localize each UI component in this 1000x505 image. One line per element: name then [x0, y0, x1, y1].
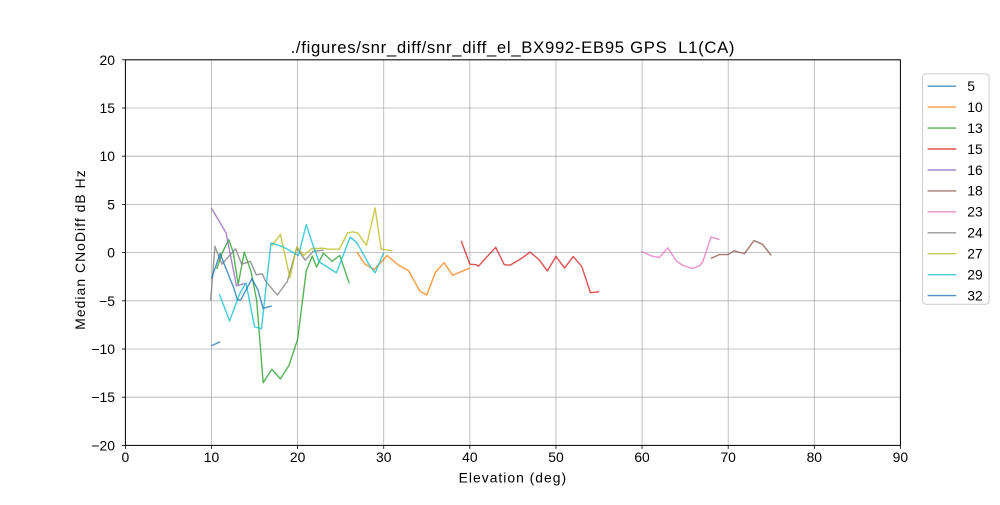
- svg-text:5: 5: [967, 78, 975, 94]
- svg-text:20: 20: [290, 449, 306, 465]
- svg-text:−10: −10: [91, 341, 115, 357]
- svg-text:80: 80: [807, 449, 823, 465]
- svg-text:16: 16: [967, 162, 983, 178]
- svg-text:0: 0: [122, 449, 130, 465]
- svg-text:60: 60: [634, 449, 650, 465]
- svg-text:90: 90: [893, 449, 909, 465]
- svg-text:27: 27: [967, 246, 983, 262]
- svg-text:−20: −20: [91, 437, 115, 453]
- svg-text:10: 10: [967, 99, 983, 115]
- svg-text:−5: −5: [99, 293, 115, 309]
- svg-text:30: 30: [376, 449, 392, 465]
- svg-text:23: 23: [967, 204, 983, 220]
- svg-text:Median CNoDiff dB Hz: Median CNoDiff dB Hz: [72, 169, 88, 329]
- svg-text:./figures/snr_diff/snr_diff_el: ./figures/snr_diff/snr_diff_el_BX992-EB9…: [291, 38, 736, 57]
- svg-text:29: 29: [967, 267, 983, 283]
- svg-text:32: 32: [967, 287, 983, 303]
- svg-text:15: 15: [967, 141, 983, 157]
- svg-text:18: 18: [967, 183, 983, 199]
- svg-text:24: 24: [967, 225, 983, 241]
- svg-text:15: 15: [100, 100, 116, 116]
- svg-text:20: 20: [100, 52, 116, 68]
- svg-text:Elevation (deg): Elevation (deg): [459, 470, 567, 486]
- svg-text:10: 10: [100, 148, 116, 164]
- svg-text:5: 5: [107, 196, 115, 212]
- svg-text:40: 40: [462, 449, 478, 465]
- svg-text:0: 0: [107, 245, 115, 261]
- svg-text:10: 10: [204, 449, 220, 465]
- svg-text:50: 50: [548, 449, 564, 465]
- svg-text:−15: −15: [91, 389, 115, 405]
- svg-text:13: 13: [967, 120, 983, 136]
- svg-text:70: 70: [720, 449, 736, 465]
